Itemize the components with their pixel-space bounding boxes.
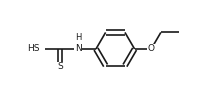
Text: H: H bbox=[75, 33, 81, 42]
Text: S: S bbox=[57, 62, 63, 71]
Text: O: O bbox=[148, 44, 155, 54]
Text: HS: HS bbox=[28, 44, 40, 54]
Text: N: N bbox=[75, 44, 81, 54]
